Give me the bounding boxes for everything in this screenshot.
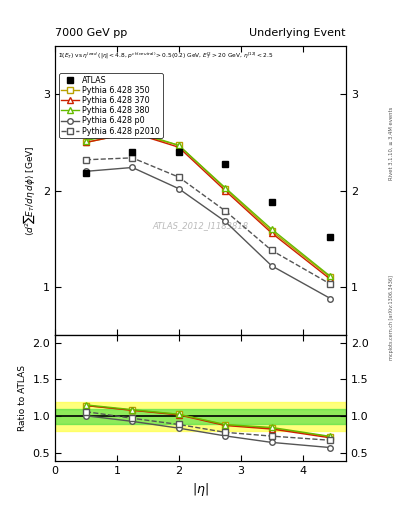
Bar [55, 401, 346, 431]
Text: Underlying Event: Underlying Event [249, 28, 346, 38]
X-axis label: $|\eta|$: $|\eta|$ [192, 481, 209, 498]
Text: Rivet 3.1.10, ≥ 3.4M events: Rivet 3.1.10, ≥ 3.4M events [389, 106, 393, 180]
Bar [55, 409, 346, 424]
Legend: ATLAS, Pythia 6.428 350, Pythia 6.428 370, Pythia 6.428 380, Pythia 6.428 p0, Py: ATLAS, Pythia 6.428 350, Pythia 6.428 37… [59, 73, 163, 138]
Y-axis label: Ratio to ATLAS: Ratio to ATLAS [18, 365, 27, 431]
Text: $\Sigma(E_T)$ vs $\eta^{lead}$ ($|\eta|<4.8$, $p^{ch(neutral)}>0.5(0.2)$ GeV, $E: $\Sigma(E_T)$ vs $\eta^{lead}$ ($|\eta|<… [58, 50, 273, 61]
Text: mcplots.cern.ch [arXiv:1306.3436]: mcplots.cern.ch [arXiv:1306.3436] [389, 275, 393, 360]
Text: ATLAS_2012_I1183818: ATLAS_2012_I1183818 [152, 221, 248, 230]
Text: 7000 GeV pp: 7000 GeV pp [55, 28, 127, 38]
Y-axis label: $\langle d^2\!\sum\! E_T/d\eta\,d\phi\rangle$ [GeV]: $\langle d^2\!\sum\! E_T/d\eta\,d\phi\ra… [22, 145, 37, 236]
